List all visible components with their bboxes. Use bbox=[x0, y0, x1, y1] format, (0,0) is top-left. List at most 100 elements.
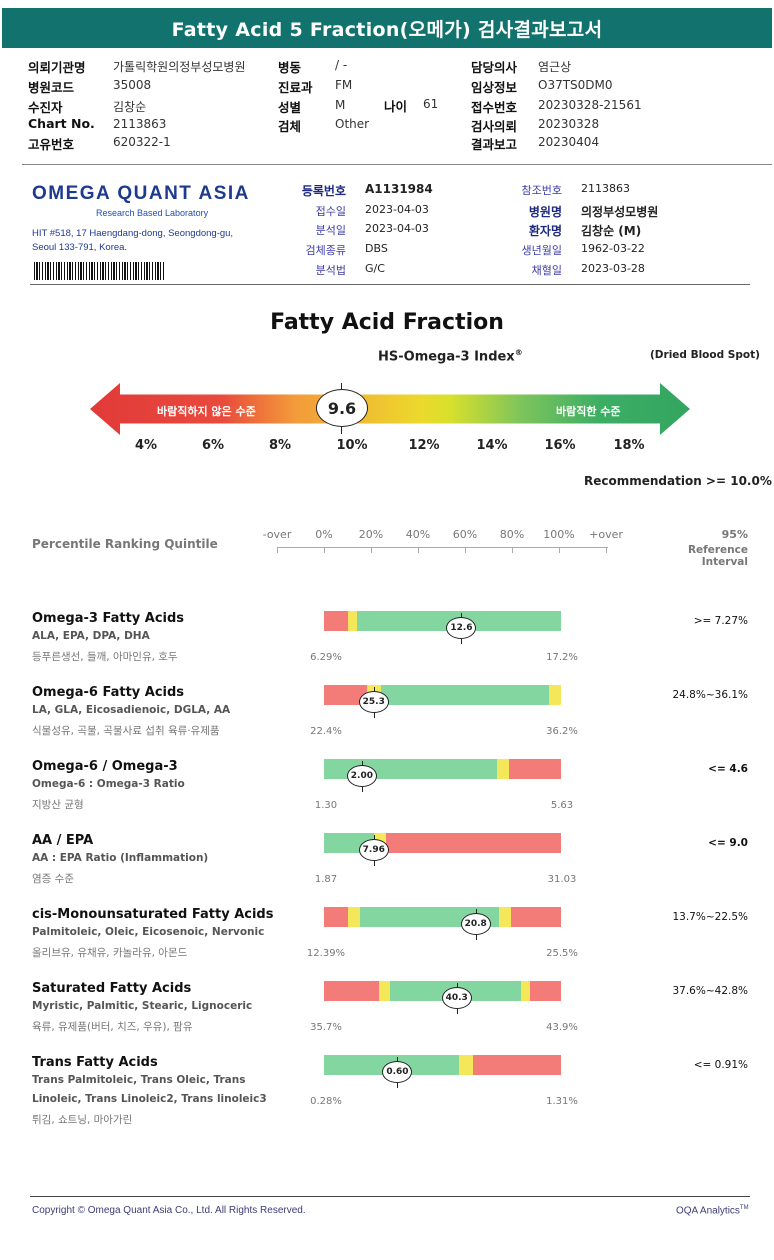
omega3-index-gauge: 바람직하지 않은 수준 바람직한 수준 bbox=[90, 383, 690, 435]
score-tick-bottom bbox=[341, 426, 342, 434]
percentile-axis-tick bbox=[606, 547, 607, 553]
fatty-acid-row: AA / EPA AA : EPA Ratio (Inflammation) 염증 … bbox=[0, 833, 774, 905]
row-components: ALA, EPA, DPA, DHA bbox=[32, 630, 150, 642]
fatty-acid-row: Omega-6 Fatty Acids LA, GLA, Eicosadienoi… bbox=[0, 685, 774, 757]
percentile-axis-tick bbox=[418, 547, 419, 553]
value-marker: 2.00 bbox=[346, 765, 377, 787]
header-info: 의뢰기관명 가톨릭학원의정부성모병원 병원코드 35008 수진자 김창순 Chart No… bbox=[0, 0, 774, 160]
row-food-sources: 올리브유, 유채유, 카놀라유, 아몬드 bbox=[32, 947, 188, 959]
lab-field-label: 접수일 bbox=[315, 205, 346, 218]
lab-field-value: G/C bbox=[365, 262, 385, 275]
header-field-label: 의뢰기관명 bbox=[28, 60, 86, 75]
value-tick-bottom bbox=[397, 1083, 399, 1088]
lab-field-label: 참조번호 bbox=[521, 184, 562, 197]
header-field-label: 병동 bbox=[278, 60, 302, 75]
header-field-value: Other bbox=[335, 117, 370, 131]
header-field-label: 결과보고 bbox=[471, 137, 518, 152]
reference-95-label: 95% bbox=[721, 528, 748, 541]
percentile-axis-tick bbox=[465, 547, 466, 553]
lab-field-value: 2113863 bbox=[581, 182, 630, 195]
range-segment bbox=[530, 981, 561, 1001]
trademark-mark: TM bbox=[739, 1205, 749, 1211]
percentile-axis-label: 100% bbox=[543, 528, 575, 541]
row-name: Trans Fatty Acids bbox=[32, 1055, 158, 1070]
scale-tick-label: 18% bbox=[613, 438, 645, 453]
range-segment bbox=[347, 907, 360, 927]
range-segment bbox=[324, 981, 379, 1001]
scale-tick-label: 12% bbox=[408, 438, 440, 453]
scale-tick-label: 8% bbox=[268, 438, 292, 453]
row-name: Saturated Fatty Acids bbox=[32, 981, 192, 996]
range-min-label: 35.7% bbox=[310, 1022, 342, 1033]
header-field-label: 검체 bbox=[278, 119, 302, 134]
reference-interval-label: Reference Interval bbox=[687, 544, 748, 568]
percentile-ranking-label: Percentile Ranking Quintile bbox=[32, 537, 218, 551]
row-range-bar bbox=[324, 685, 561, 705]
header-field-value: / - bbox=[335, 58, 348, 72]
row-food-sources: 식물성유, 곡물, 곡물사료 섭취 육류·유제품 bbox=[32, 725, 220, 737]
percentile-axis-tick bbox=[277, 547, 278, 553]
value-tick-top bbox=[361, 761, 363, 766]
range-segment bbox=[508, 759, 561, 779]
row-components: Omega-6 : Omega-3 Ratio bbox=[32, 778, 185, 790]
header-field-label: 병원코드 bbox=[28, 80, 75, 95]
reference-interval: <= 9.0 bbox=[708, 837, 748, 849]
range-segment bbox=[324, 685, 367, 705]
header-field-value: 가톨릭학원의정부성모병원 bbox=[113, 60, 246, 74]
header-field-label: 성별 bbox=[278, 100, 302, 115]
lab-field-label: 등록번호 bbox=[301, 184, 346, 198]
lab-address-line1: HIT #518, 17 Haengdang-dong, Seongdong-g… bbox=[32, 228, 234, 239]
range-segment bbox=[378, 981, 391, 1001]
lab-field-label: 병원명 bbox=[528, 205, 562, 219]
value-tick-bottom bbox=[373, 861, 375, 866]
scale-tick-label: 16% bbox=[544, 438, 576, 453]
reference-interval: 13.7%~22.5% bbox=[672, 911, 748, 923]
range-segment bbox=[520, 981, 531, 1001]
percentile-axis-label: 60% bbox=[452, 528, 478, 541]
range-segment bbox=[324, 611, 348, 631]
fatty-acid-row: cis-Monounsaturated Fatty Acids Palmitole… bbox=[0, 907, 774, 979]
reference-interval: 37.6%~42.8% bbox=[672, 985, 748, 997]
lab-field-value: 2023-04-03 bbox=[365, 222, 429, 235]
range-segment bbox=[549, 685, 561, 705]
row-food-sources: 튀김, 쇼트닝, 마아가린 bbox=[32, 1114, 133, 1126]
row-food-sources: 염증 수준 bbox=[32, 873, 74, 885]
lab-field-value: 1962-03-22 bbox=[581, 242, 645, 255]
row-name: AA / EPA bbox=[32, 833, 94, 848]
row-components: AA : EPA Ratio (Inflammation) bbox=[32, 852, 209, 864]
value-tick-top bbox=[456, 983, 458, 988]
omega3-score-marker: 9.6 bbox=[316, 389, 368, 427]
recommendation: Recommendation >= 10.0% bbox=[584, 474, 772, 488]
lab-field-value: A1131984 bbox=[365, 182, 433, 196]
value-tick-top bbox=[475, 909, 477, 914]
lab-field-label: 환자명 bbox=[528, 224, 562, 238]
header-field-label: 검사의뢰 bbox=[471, 119, 518, 134]
value-tick-top bbox=[373, 835, 375, 840]
age-label: 나이 bbox=[384, 99, 408, 114]
value-tick-top bbox=[461, 613, 463, 618]
row-components: Myristic, Palmitic, Stearic, Lignoceric bbox=[32, 1000, 253, 1012]
header-field-value: 35008 bbox=[113, 78, 152, 92]
lab-field-label: 채혈일 bbox=[531, 264, 562, 277]
scale-tick-label: 6% bbox=[201, 438, 225, 453]
header-divider bbox=[22, 164, 772, 165]
scale-tick-label: 4% bbox=[134, 438, 158, 453]
lab-field-value: 2023-03-28 bbox=[581, 262, 645, 275]
value-tick-bottom bbox=[475, 935, 477, 940]
lab-logo: OMEGA QUANT ASIA bbox=[32, 183, 250, 204]
fatty-acid-row: Saturated Fatty Acids Myristic, Palmitic,… bbox=[0, 981, 774, 1053]
row-food-sources: 등푸른생선, 들깨, 아마인유, 호두 bbox=[32, 651, 178, 663]
percentile-axis-tick bbox=[559, 547, 560, 553]
lab-field-value: 의정부성모병원 bbox=[581, 205, 659, 219]
percentile-axis-label: +over bbox=[589, 528, 623, 541]
row-food-sources: 육류, 유제품(버터, 치즈, 우유), 팜유 bbox=[32, 1021, 193, 1033]
range-max-label: 31.03 bbox=[547, 874, 577, 885]
row-name: Omega-6 / Omega-3 bbox=[32, 759, 178, 774]
specimen-label: (Dried Blood Spot) bbox=[650, 349, 760, 361]
percentile-axis-label: 40% bbox=[405, 528, 431, 541]
row-range-bar bbox=[324, 907, 561, 927]
header-field-label: 접수번호 bbox=[471, 100, 518, 115]
row-name: cis-Monounsaturated Fatty Acids bbox=[32, 907, 274, 922]
reference-interval: <= 4.6 bbox=[708, 763, 748, 775]
lab-field-value: 2023-04-03 bbox=[365, 203, 429, 216]
